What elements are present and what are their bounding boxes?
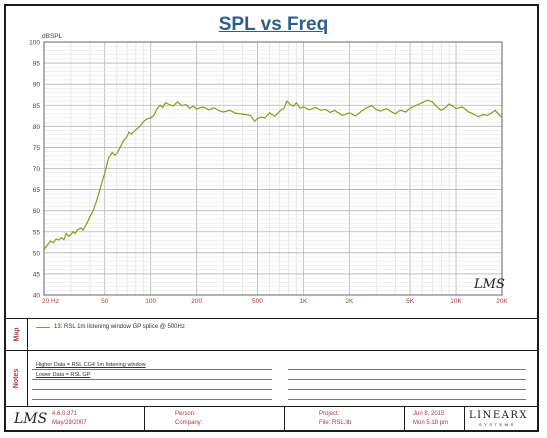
- note-line: [288, 399, 526, 400]
- y-tick-label: 90: [33, 82, 41, 89]
- x-tick-label: 2K: [345, 298, 354, 305]
- x-tick-label: 200: [191, 298, 202, 305]
- note-line: [32, 369, 272, 370]
- y-tick-label: 65: [33, 187, 41, 194]
- x-tick-label: 5K: [406, 298, 415, 305]
- chart-grid: [43, 41, 503, 296]
- company-label: Company:: [175, 420, 203, 426]
- legend-swatch: [36, 326, 50, 328]
- map-panel: Map 13: RSL 1m listening window GP splic…: [6, 318, 537, 350]
- y-tick-label: 95: [33, 61, 41, 68]
- version-text: 4.6.0.371: [52, 411, 78, 417]
- plot-area-border: [43, 41, 503, 296]
- x-tick-label: 20 Hz: [42, 298, 59, 305]
- y-tick-label: 40: [33, 293, 41, 300]
- x-tick-label: 500: [252, 298, 263, 305]
- y-axis-ticks: 40 45 50 55 60 65 70 75 80 85 90 95 100: [29, 40, 40, 300]
- higher-data-note: Higher Data = RSL CG4 1m listening windo…: [36, 362, 146, 368]
- y-axis-label: dBSPL: [42, 33, 63, 40]
- lms-watermark: LMS: [473, 277, 505, 292]
- version-cell: 4.6.0.371 May/29/2007: [44, 407, 144, 430]
- chart-title: SPL vs Freq: [218, 14, 329, 35]
- y-tick-label: 100: [29, 40, 40, 47]
- project-cell: Project: File: RSL.lib: [284, 407, 404, 430]
- series-line-spl: [43, 99, 503, 250]
- linearx-subtitle: SYSTEMS: [479, 422, 516, 427]
- y-tick-label: 55: [33, 229, 41, 236]
- y-tick-label: 70: [33, 166, 41, 173]
- y-tick-label: 75: [33, 145, 41, 152]
- y-tick-label: 60: [33, 208, 41, 215]
- x-tick-label: 1K: [299, 298, 308, 305]
- person-label: Person:: [175, 411, 196, 417]
- x-tick-label: 20K: [496, 298, 508, 305]
- brand-cell: LINEARX SYSTEMS: [464, 407, 537, 430]
- note-line: [32, 399, 272, 400]
- x-tick-label: 10K: [450, 298, 462, 305]
- lms-logo: LMS: [14, 411, 48, 427]
- lower-data-note: Lower Data = RSL GP: [36, 372, 91, 378]
- x-tick-label: 50: [101, 298, 109, 305]
- y-tick-label: 80: [33, 124, 41, 131]
- linearx-logo: LINEARX: [469, 410, 529, 421]
- y-tick-label: 45: [33, 271, 41, 278]
- version-date-text: May/29/2007: [52, 420, 87, 426]
- notes-panel-label: Notes: [6, 351, 28, 406]
- x-axis-ticks: 20 Hz 50 100 200 500 1K 2K 5K 10K 20K: [42, 298, 508, 305]
- note-line: [288, 389, 526, 390]
- note-line: [32, 389, 272, 390]
- project-label: Project:: [319, 411, 340, 417]
- note-line: [288, 369, 526, 370]
- legend-entry-text: 13: RSL 1m listening window GP splice @ …: [54, 324, 185, 330]
- x-tick-label: 100: [145, 298, 156, 305]
- file-label: File: RSL.lib: [319, 420, 352, 426]
- footer-bar: LMS 4.6.0.371 May/29/2007 Person: Compan…: [6, 406, 537, 430]
- y-tick-label: 85: [33, 103, 41, 110]
- page-frame: [4, 4, 539, 432]
- time-text: Mon 5:18 pm: [413, 420, 449, 426]
- note-line: [288, 379, 526, 380]
- person-cell: Person: Company:: [144, 407, 284, 430]
- date-cell: Jun 8, 2015 Mon 5:18 pm: [404, 407, 464, 430]
- note-line: [32, 379, 272, 380]
- map-panel-label: Map: [6, 319, 28, 350]
- date-text: Jun 8, 2015: [413, 411, 445, 417]
- legend-entry: 13: RSL 1m listening window GP splice @ …: [36, 324, 185, 330]
- notes-panel: Notes Higher Data = RSL CG4 1m listening…: [6, 350, 537, 406]
- y-tick-label: 50: [33, 250, 41, 257]
